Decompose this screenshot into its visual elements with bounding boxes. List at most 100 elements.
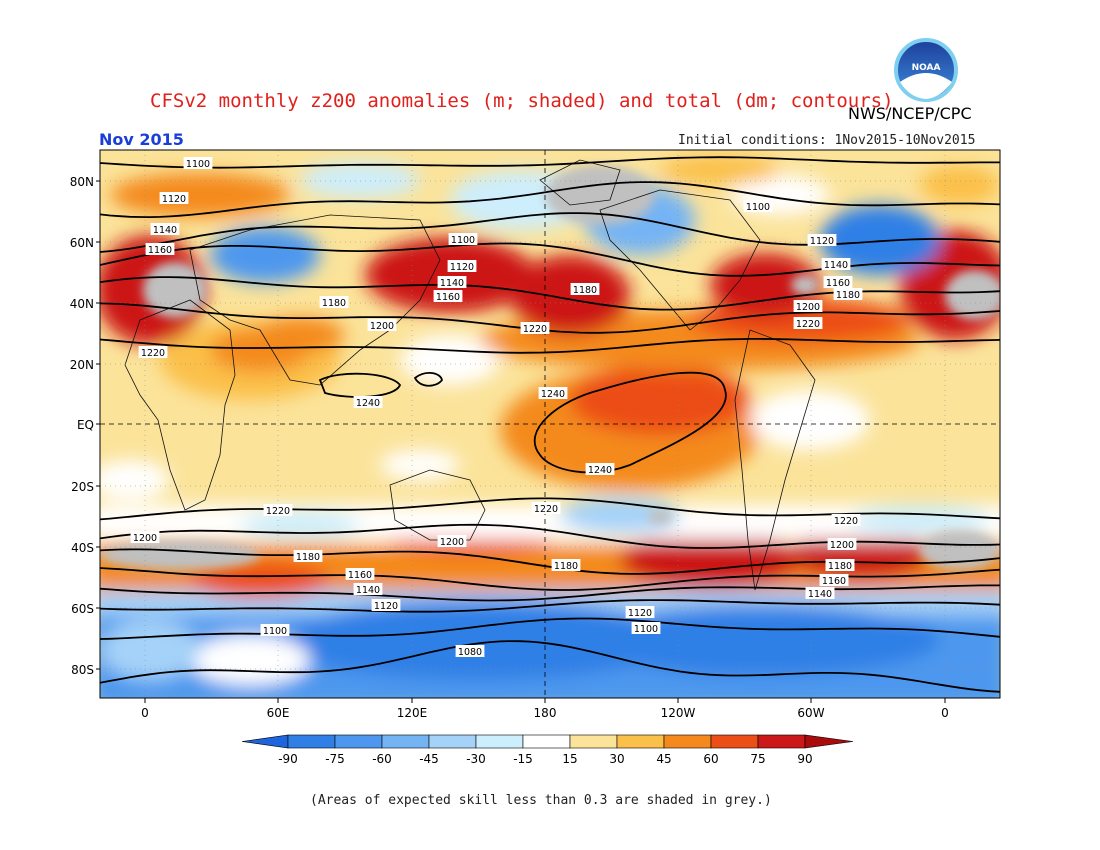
contour-label: 1140 [824,260,848,271]
colorbar-segment [428,734,477,749]
lon-label: 180 [534,706,557,720]
colorbar-segment [475,734,524,749]
lat-label: EQ [77,418,94,432]
colorbar-segment [710,734,759,749]
height-contour [100,156,1000,169]
colorbar-tick: 30 [609,752,624,766]
contour-label: 1220 [796,319,820,330]
colorbar-segment [381,734,430,749]
contour-label: 1200 [133,533,157,544]
contour-label: 1180 [573,285,597,296]
lon-label: 0 [941,706,949,720]
height-contour [100,567,1000,591]
height-contour [100,523,1000,549]
contour-label: 1240 [356,398,380,409]
contour-label: 1140 [808,589,832,600]
height-contour [413,372,443,387]
colorbar-segment [287,734,336,749]
contour-label: 1160 [822,576,846,587]
contour-label: 1100 [186,159,210,170]
contour-label: 1120 [450,262,474,273]
agency-label: NWS/NCEP/CPC [848,104,972,123]
contour-label: 1080 [458,647,482,658]
lat-label: 20N [70,358,94,372]
colorbar-tick: 90 [797,752,812,766]
lat-label: 40N [70,297,94,311]
contour-label: 1120 [374,601,398,612]
height-contour [100,617,1000,640]
contour-label: 1120 [162,194,186,205]
map-title: CFSv2 monthly z200 anomalies (m; shaded)… [150,90,894,112]
colorbar-tick: 15 [562,752,577,766]
height-contour [100,584,1000,602]
contour-label: 1120 [628,608,652,619]
anomaly-shading [100,155,1000,698]
map-frame [99,149,1001,699]
contour-label: 1200 [440,537,464,548]
lat-label: 60N [70,236,94,250]
lon-label: 120W [661,706,696,720]
colorbar-tick: -75 [325,752,345,766]
contour-label: 1220 [534,504,558,515]
contour-label: 1240 [588,465,612,476]
contour-label: 1180 [322,298,346,309]
colorbar-segment [757,734,806,749]
colorbar-tick: -15 [513,752,533,766]
contour-label: 1160 [822,576,846,587]
lat-label: 80S [71,663,94,677]
height-contour [100,242,1000,277]
contour-label: 1220 [266,506,290,517]
colorbar-segment [663,734,712,749]
lat-label: 60S [71,602,94,616]
map-panel: 1100 1120 1140 1160 1100 1120 1140 1160 1180 1200… [100,150,1000,698]
height-contour [318,372,402,398]
noaa-logo: NOAA [894,38,958,102]
colorbar-tick: -60 [372,752,392,766]
contour-label: 1200 [830,540,854,551]
contour-label: 1100 [746,202,770,213]
height-contour [100,548,1000,575]
height-contour [100,497,1000,521]
contour-label: 1100 [634,624,658,635]
height-contour [100,599,1000,613]
contour-label: 1220 [141,348,165,359]
contour-label: 1140 [808,589,832,600]
colorbar-tick: 45 [656,752,671,766]
low-skill-areas [100,165,1000,570]
colorbar-segment [334,734,383,749]
height-contour [100,181,1000,219]
lon-label: 60E [267,706,290,720]
height-contour [100,212,1000,253]
colorbar-segment [522,734,571,749]
colorbar-tick: -45 [419,752,439,766]
longitude-axis: 0 60E 120E 180 120W 60W 0 [141,698,949,720]
colorbar-segment [804,734,854,749]
contour-label: 1180 [828,561,852,572]
colorbar-tick: 75 [750,752,765,766]
height-contour [100,338,1000,354]
height-contour [100,302,1000,334]
lat-label: 80N [70,175,94,189]
contour-label: 1180 [296,552,320,563]
contour-label: 1200 [370,321,394,332]
forecast-month: Nov 2015 [99,130,184,149]
contour-label: 1180 [554,561,578,572]
height-contour [533,371,727,474]
height-contour [100,640,1000,693]
colorbar-tick: -30 [466,752,486,766]
contour-label: 1180 [828,561,852,572]
lon-label: 60W [797,706,824,720]
contour-label: 1120 [810,236,834,247]
lon-label: 0 [141,706,149,720]
contour-label: 1140 [356,585,380,596]
coastlines [124,159,816,591]
contour-label: 1100 [451,235,475,246]
colorbar-tick: 60 [703,752,718,766]
contour-label: 1160 [826,278,850,289]
colorbar-segment [241,734,289,749]
contour-label: 1160 [348,570,372,581]
colorbar-tick: -90 [278,752,298,766]
lat-label: 20S [71,480,94,494]
contour-label: 1160 [436,292,460,303]
contour-label: 1240 [541,389,565,400]
